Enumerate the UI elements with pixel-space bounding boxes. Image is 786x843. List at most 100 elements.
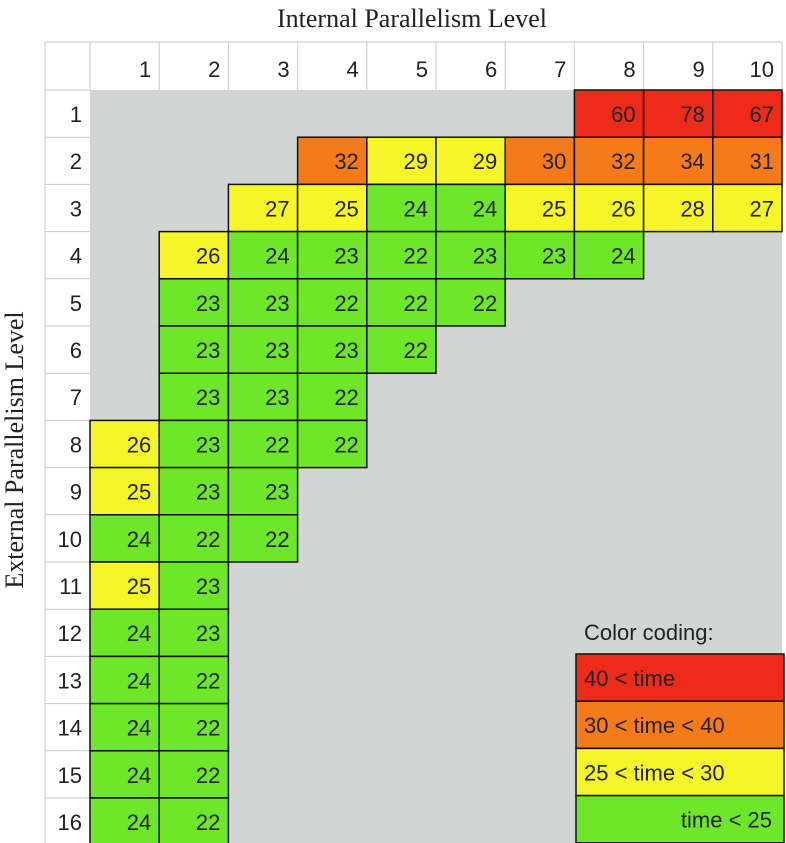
heatmap-cell (158, 372, 230, 422)
heatmap-cell (573, 183, 645, 233)
legend-label: 40 < time (584, 666, 675, 691)
cell-value-label: 24 (127, 763, 151, 788)
y-tick-label: 11 (59, 574, 82, 599)
cell-value-label: 22 (404, 244, 428, 269)
legend: Color coding: 40 < time 30 < time < 40 25 <… (575, 620, 785, 843)
x-tick-label: 9 (693, 57, 705, 82)
heatmap-cell (366, 183, 437, 233)
legend-label: 30 < time < 40 (584, 713, 725, 738)
cell-value-label: 24 (127, 716, 151, 741)
heatmap-cell (642, 183, 714, 233)
heatmap-cell (158, 514, 230, 563)
cell-value-label: 24 (611, 244, 635, 269)
cell-value-label: 22 (196, 668, 220, 693)
x-tick-label: 3 (277, 57, 289, 82)
cell-value-label: 29 (404, 149, 428, 174)
heatmap-cell (642, 89, 714, 138)
cell-value-label: 23 (196, 432, 220, 457)
heatmap-cell (366, 136, 437, 186)
x-tick-label: 1 (139, 57, 151, 82)
heatmap-cell (504, 136, 576, 186)
heatmap-cell (296, 325, 368, 374)
cell-value-label: 23 (265, 338, 289, 363)
heatmap-cell (296, 183, 368, 233)
heatmap-cell (158, 655, 230, 705)
y-axis-title: External Parallelism Level (0, 311, 29, 588)
cell-value-label: 22 (196, 763, 220, 788)
heatmap-cell (158, 702, 230, 752)
cell-value-label: 25 (542, 196, 566, 221)
x-tick-label: 5 (416, 57, 428, 82)
y-tick-label: 3 (70, 196, 82, 221)
cell-value-label: 22 (334, 291, 358, 316)
x-tick-label: 4 (347, 57, 359, 82)
cell-value-label: 67 (750, 102, 774, 127)
cell-value-label: 23 (334, 338, 358, 363)
cell-value-label: 22 (404, 291, 428, 316)
cell-value-label: 24 (404, 196, 428, 221)
cell-value-label: 26 (196, 244, 220, 269)
heatmap-cell (158, 750, 230, 799)
y-tick-label: 15 (58, 763, 82, 788)
cell-value-label: 34 (680, 149, 704, 174)
legend-label: time < 25 (681, 808, 772, 833)
heatmap-cell (296, 419, 368, 469)
heatmap-cell (227, 325, 299, 374)
y-tick-label: 6 (70, 338, 82, 363)
cell-value-label: 25 (127, 480, 151, 505)
y-tick-label: 16 (58, 810, 82, 835)
heatmap-cell (712, 89, 783, 138)
cell-value-label: 27 (265, 196, 289, 221)
x-tick-label: 7 (554, 57, 566, 82)
heatmap-cell (435, 278, 506, 327)
y-tick-label: 9 (70, 480, 82, 505)
heatmap-cell (712, 136, 783, 186)
legend-swatch (575, 653, 785, 702)
cell-value-label: 22 (404, 338, 428, 363)
heatmap-cell (89, 655, 160, 705)
cell-value-label: 32 (334, 149, 358, 174)
y-tick-label: 1 (70, 102, 82, 127)
cell-value-label: 23 (265, 385, 289, 410)
cell-value-label: 22 (265, 432, 289, 457)
cell-value-label: 22 (196, 716, 220, 741)
cell-value-label: 23 (196, 621, 220, 646)
heatmap-cell (89, 750, 160, 799)
heatmap-cell (227, 514, 299, 563)
cell-value-label: 31 (750, 149, 774, 174)
cell-value-label: 24 (127, 527, 151, 552)
y-tick-label: 8 (70, 432, 82, 457)
cell-value-label: 29 (473, 149, 497, 174)
cell-value-label: 28 (680, 196, 704, 221)
cell-value-label: 23 (196, 338, 220, 363)
heatmap-cell (158, 325, 230, 374)
heatmap-cell (504, 183, 576, 233)
heatmap-cell (158, 278, 230, 327)
cell-value-label: 23 (196, 480, 220, 505)
cell-value-label: 23 (265, 291, 289, 316)
heatmap-cell (642, 136, 714, 186)
x-axis-title: Internal Parallelism Level (277, 4, 547, 33)
heatmap-cell (158, 797, 230, 843)
cell-value-label: 26 (611, 196, 635, 221)
x-tick-label: 8 (623, 57, 635, 82)
heatmap-cell (712, 183, 783, 233)
y-tick-label: 14 (58, 716, 82, 741)
heatmap-cell (158, 561, 230, 610)
cell-value-label: 22 (265, 527, 289, 552)
cell-value-label: 22 (196, 810, 220, 835)
heatmap-cell (158, 419, 230, 469)
cell-value-label: 30 (542, 149, 566, 174)
legend-label: 25 < time < 30 (584, 760, 725, 785)
cell-value-label: 25 (127, 574, 151, 599)
y-tick-label: 10 (58, 527, 82, 552)
legend-swatch (575, 794, 785, 843)
cell-value-label: 27 (750, 196, 774, 221)
cell-value-label: 22 (473, 291, 497, 316)
heatmap-cell (227, 372, 299, 422)
heatmap-cell (158, 230, 230, 280)
legend-title: Color coding: (584, 620, 714, 645)
y-tick-label: 13 (58, 668, 82, 693)
cell-value-label: 23 (196, 291, 220, 316)
